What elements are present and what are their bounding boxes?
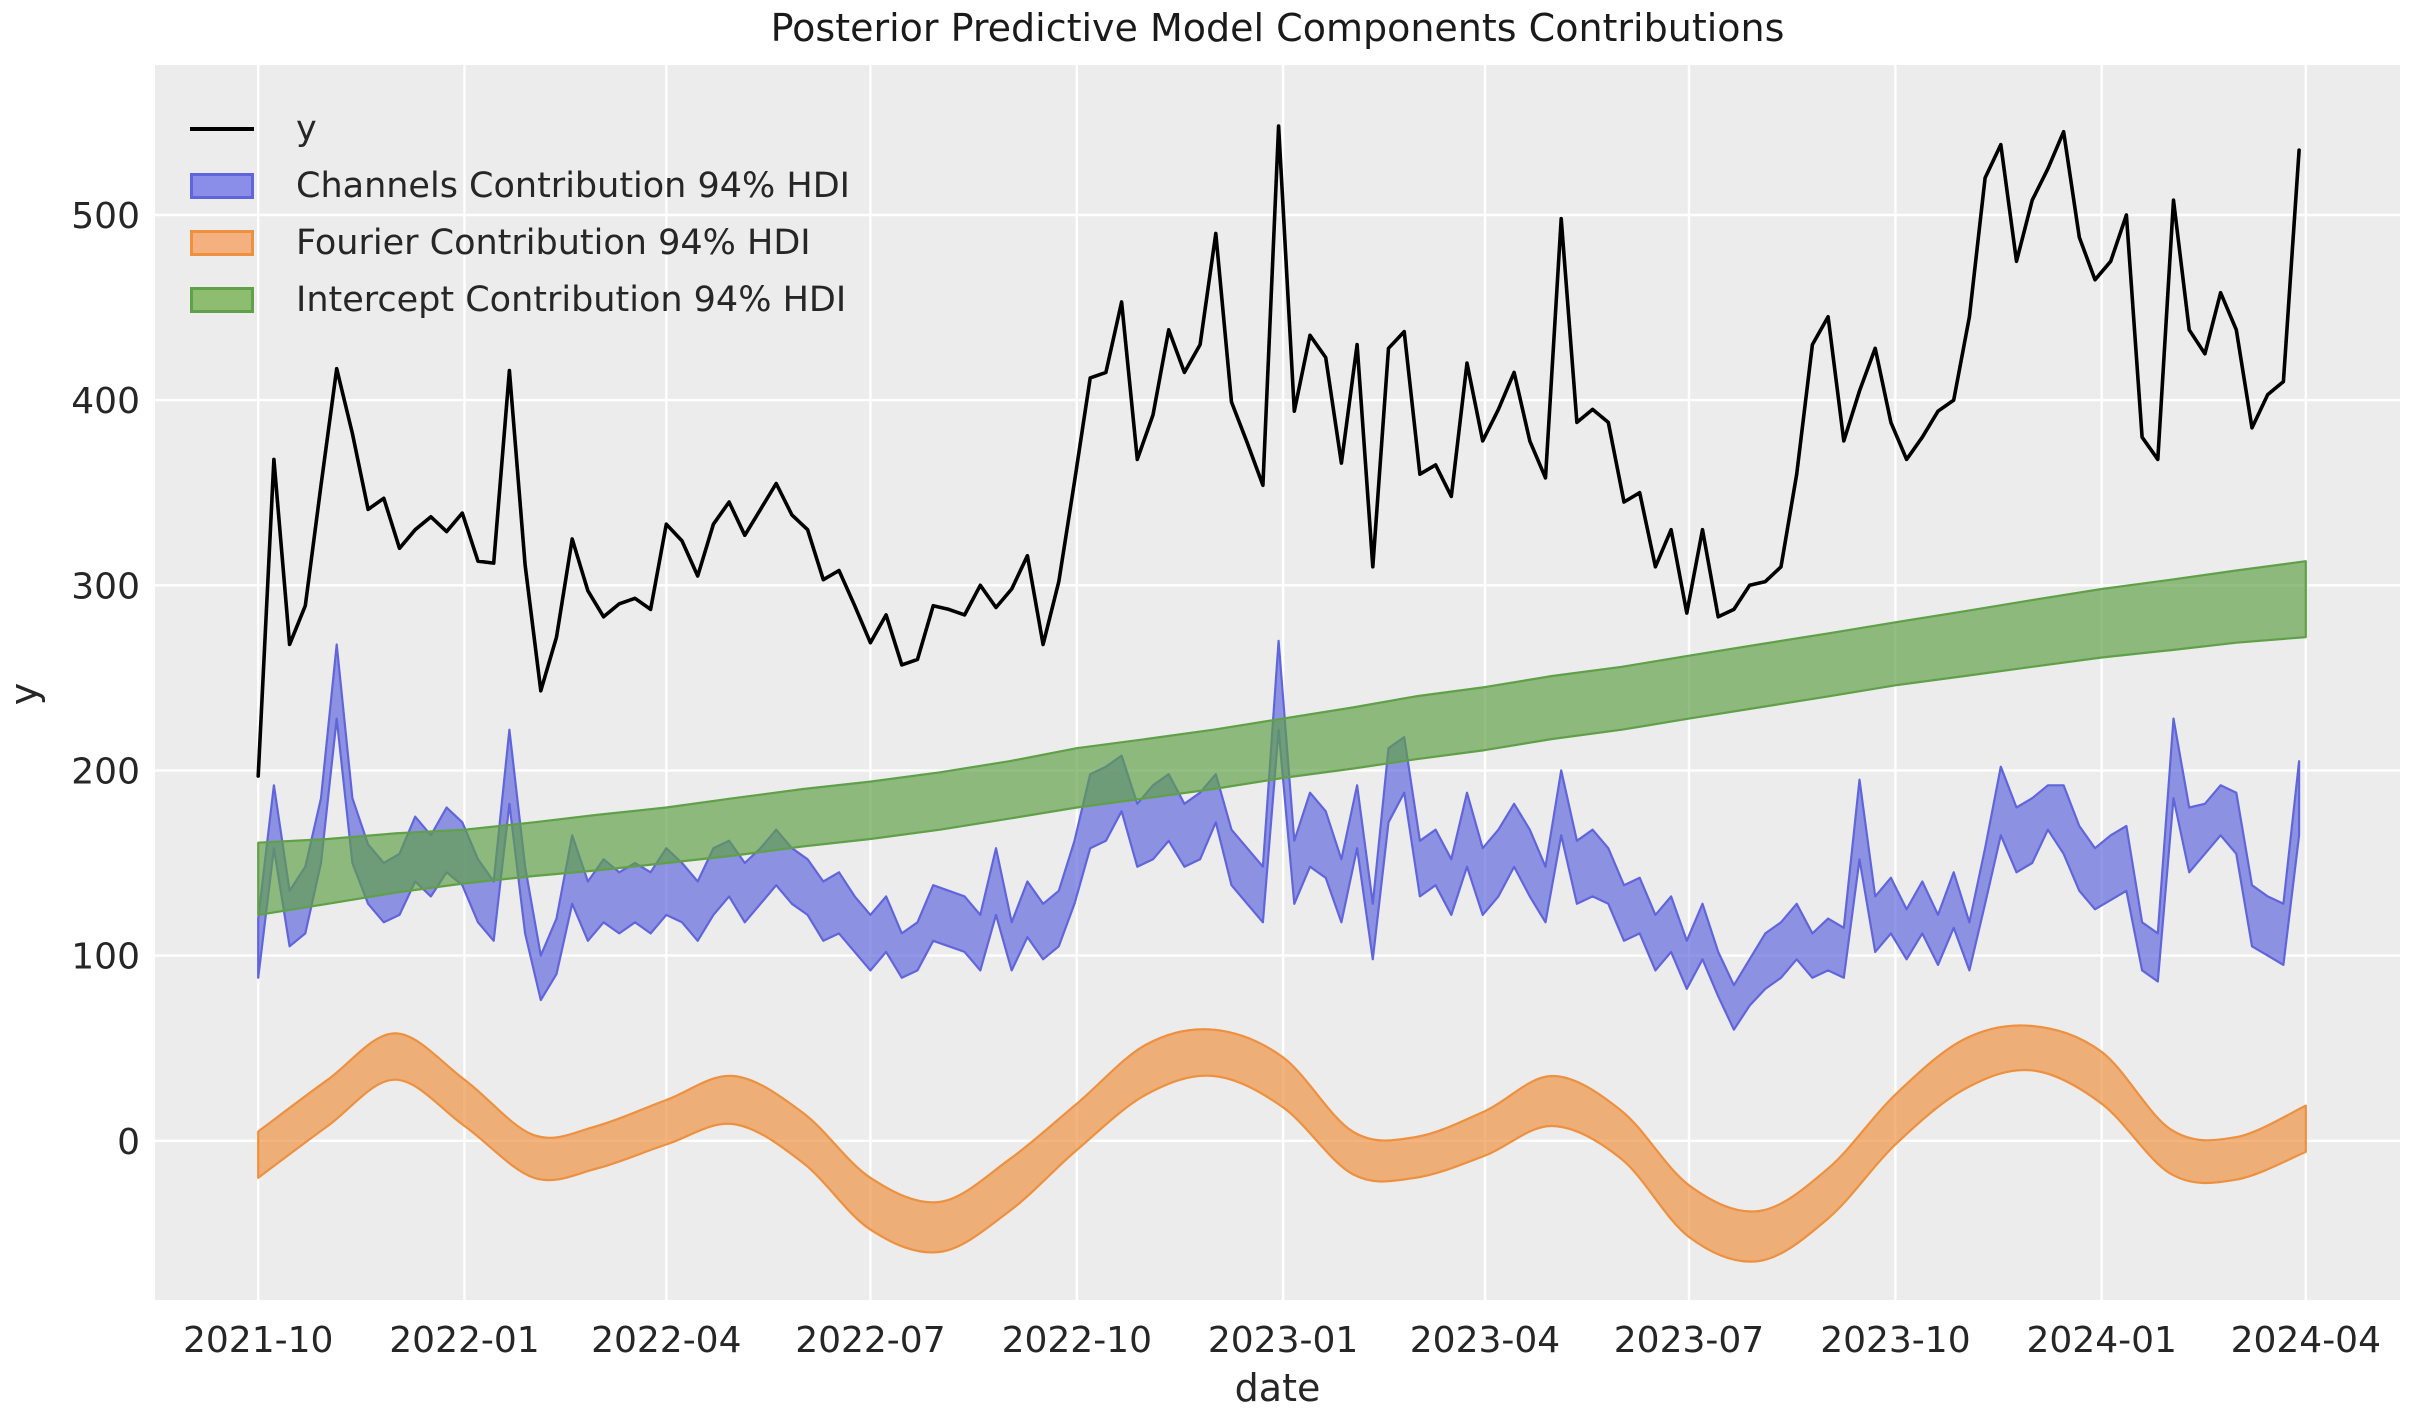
x-tick-label: 2024-01	[2026, 1320, 2176, 1361]
chart-title: Posterior Predictive Model Components Co…	[770, 6, 1785, 50]
y-tick-label: 200	[71, 751, 140, 792]
legend-item: Fourier Contribution 94% HDI	[190, 214, 850, 271]
legend-item-label: Intercept Contribution 94% HDI	[296, 279, 847, 320]
x-tick-label: 2021-10	[183, 1320, 333, 1361]
x-axis-label: date	[1234, 1366, 1321, 1410]
legend-patch-swatch	[190, 286, 254, 313]
y-tick-label: 300	[71, 566, 140, 607]
x-tick-label: 2023-01	[1208, 1320, 1358, 1361]
band-intercept-contribution	[257, 560, 2307, 916]
x-tick-label: 2022-01	[389, 1320, 539, 1361]
y-axis-label: y	[2, 682, 46, 706]
legend-item: Channels Contribution 94% HDI	[190, 157, 850, 214]
legend-item: Intercept Contribution 94% HDI	[190, 271, 850, 328]
x-tick-label: 2022-04	[591, 1320, 741, 1361]
series-y-line	[256, 124, 2301, 778]
band-fourier-contribution	[257, 1024, 2307, 1263]
legend-item-label: y	[296, 108, 317, 149]
y-tick-label: 500	[71, 196, 140, 237]
legend-line-swatch	[190, 126, 254, 131]
y-tick-label: 100	[71, 937, 140, 978]
legend-item: y	[190, 100, 850, 157]
y-tick-label: 400	[71, 381, 140, 422]
band-channels-contribution	[257, 639, 2301, 1031]
x-tick-label: 2023-04	[1410, 1320, 1560, 1361]
x-tick-label: 2023-07	[1614, 1320, 1764, 1361]
x-tick-label: 2022-07	[795, 1320, 945, 1361]
legend-item-label: Fourier Contribution 94% HDI	[296, 222, 811, 263]
x-tick-label: 2023-10	[1820, 1320, 1970, 1361]
legend-patch-swatch	[190, 229, 254, 256]
x-tick-label: 2022-10	[1002, 1320, 1152, 1361]
legend-patch-swatch	[190, 172, 254, 199]
x-tick-label: 2024-04	[2231, 1320, 2381, 1361]
legend: y Channels Contribution 94% HDI Fourier Co…	[190, 100, 850, 328]
y-tick-label: 0	[117, 1122, 140, 1163]
legend-item-label: Channels Contribution 94% HDI	[296, 165, 851, 206]
